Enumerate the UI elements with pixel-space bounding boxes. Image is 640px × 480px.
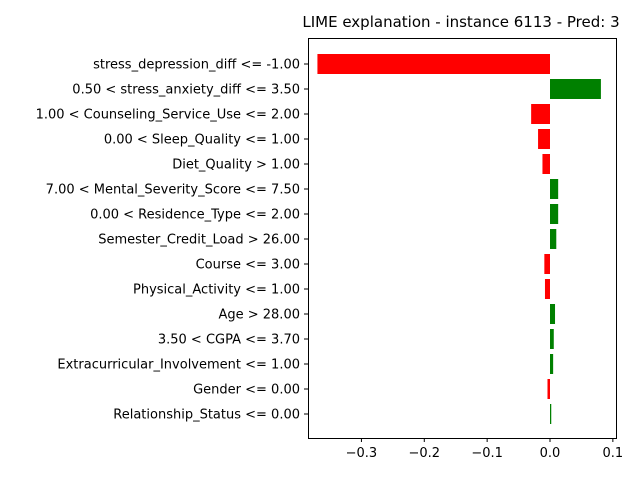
y-tick-label: 0.50 < stress_anxiety_diff <= 3.50 [72,83,300,98]
y-tick-label: Course <= 3.00 [196,258,300,273]
y-tick-label: 0.00 < Residence_Type <= 2.00 [90,208,300,223]
bar [547,379,550,399]
chart-title: LIME explanation - instance 6113 - Pred:… [302,13,619,31]
y-tick-label: 0.00 < Sleep_Quality <= 1.00 [104,133,300,148]
bar [550,329,554,349]
bar [317,54,550,74]
bars-group [317,54,601,424]
x-tick-label: −0.3 [346,446,378,461]
x-tick-label: −0.2 [408,446,440,461]
x-tick-label: −0.1 [471,446,503,461]
y-tick-label: 7.00 < Mental_Severity_Score <= 7.50 [46,183,300,198]
x-tick-label: 0.1 [603,446,624,461]
bar [550,404,552,424]
y-tick-label: Gender <= 0.00 [193,383,300,398]
bar [544,254,550,274]
y-tick-label: Physical_Activity <= 1.00 [133,283,300,298]
bar [531,104,550,124]
y-tick-label: Extracurricular_Involvement <= 1.00 [57,358,300,373]
bar [550,204,559,224]
y-tick-label: Age > 28.00 [218,308,300,323]
y-tick-labels: stress_depression_diff <= -1.00 0.50 < st… [36,58,308,423]
bar [538,129,550,149]
bar [550,79,601,99]
x-tick-label: 0.0 [540,446,561,461]
bar [550,304,556,324]
bar [544,279,550,299]
y-tick-label: Diet_Quality > 1.00 [172,158,300,173]
bar [550,229,557,249]
bar [550,179,559,199]
y-tick-label: 3.50 < CGPA <= 3.70 [158,333,300,348]
y-tick-label: Relationship_Status <= 0.00 [113,408,300,423]
bar [542,154,550,174]
plot-frame [308,38,617,439]
y-tick-label: Semester_Credit_Load > 26.00 [98,233,300,248]
bar [550,354,554,374]
x-axis: −0.3 −0.2 −0.1 0.0 0.1 [346,438,624,461]
y-tick-label: 1.00 < Counseling_Service_Use <= 2.00 [36,108,300,123]
y-tick-label: stress_depression_diff <= -1.00 [93,58,300,73]
